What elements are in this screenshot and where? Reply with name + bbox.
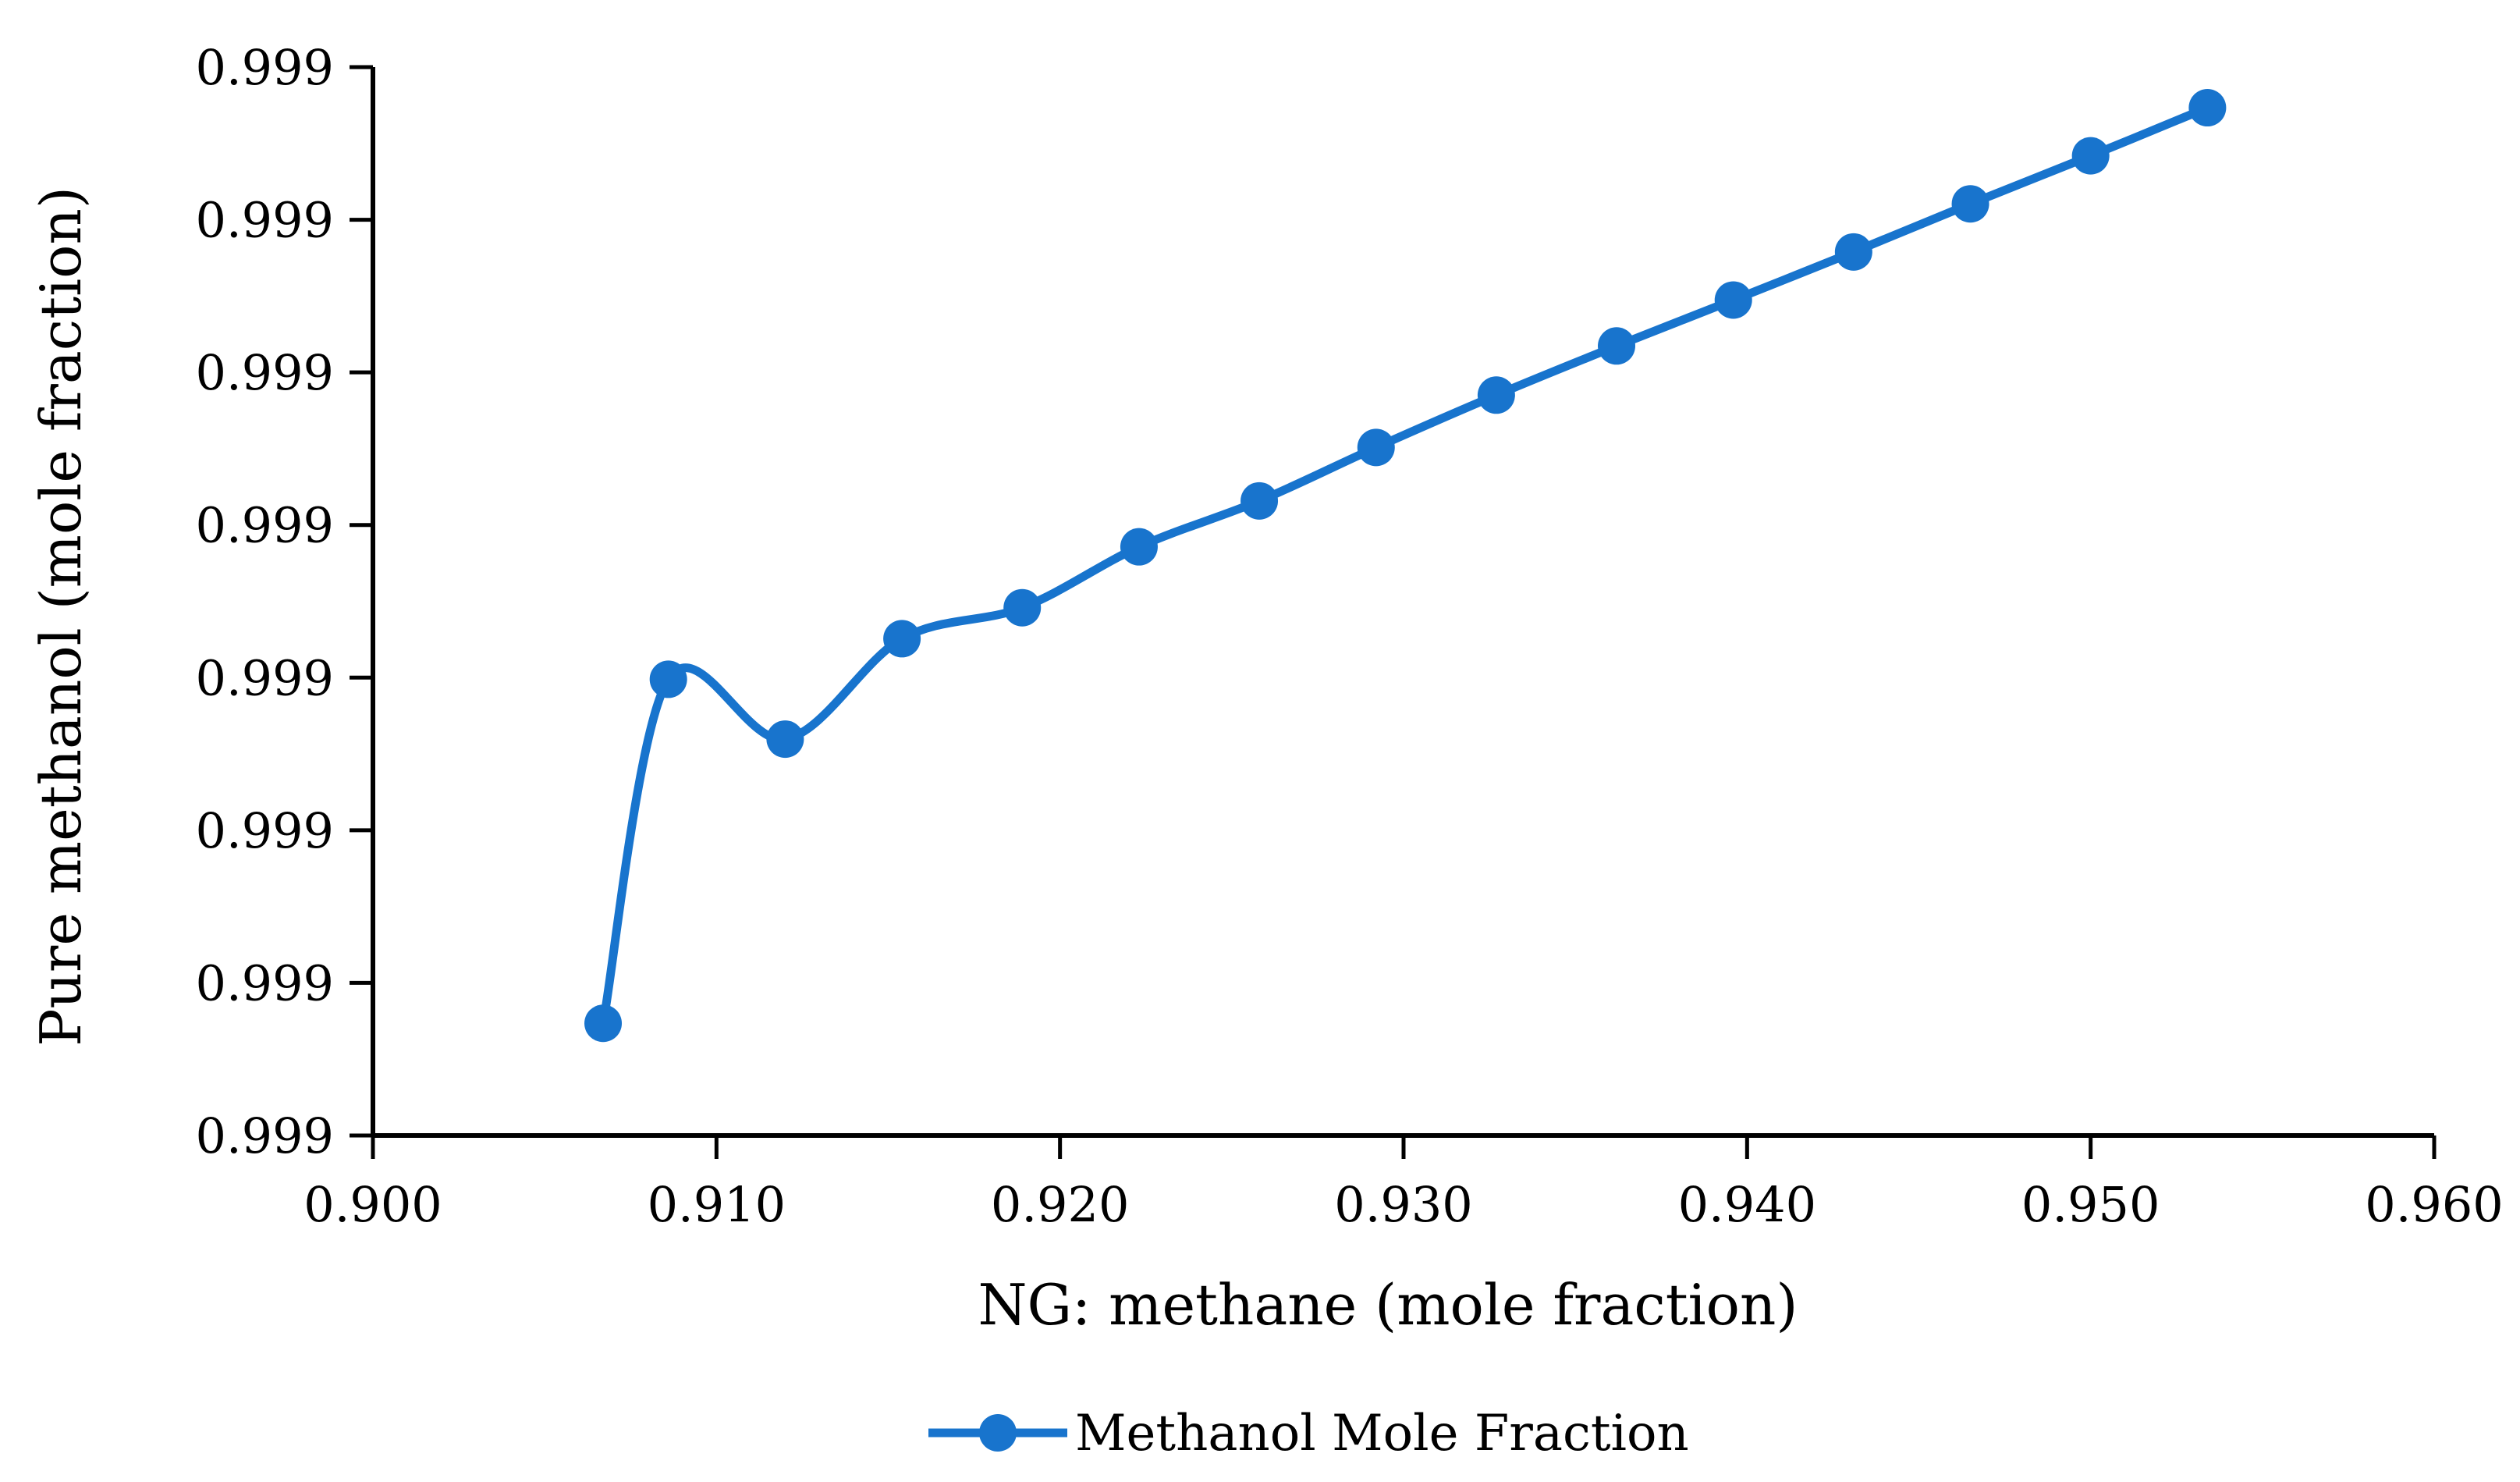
- data-point: [1240, 482, 1279, 520]
- data-point: [766, 720, 804, 759]
- y-tick-label: 0.999: [196, 39, 335, 96]
- x-tick-label: 0.920: [991, 1176, 1130, 1233]
- y-tick-label: 0.999: [196, 802, 335, 859]
- y-tick-label: 0.999: [196, 192, 335, 249]
- data-point: [2188, 89, 2227, 127]
- x-tick-label: 0.910: [648, 1176, 786, 1233]
- x-tick-label: 0.930: [1334, 1176, 1473, 1233]
- data-point: [649, 660, 687, 698]
- legend-dot-marker: [979, 1414, 1017, 1452]
- y-axis-title: Pure methanol (mole fraction): [28, 187, 94, 1047]
- x-tick-label: 0.940: [1678, 1176, 1817, 1233]
- y-axis: 0.999 0.999 0.999 0.999 0.999 0.999 0.999 0.999: [196, 39, 375, 1164]
- data-point: [1003, 588, 1042, 627]
- data-point: [1834, 233, 1872, 271]
- x-tick-label: 0.960: [2365, 1176, 2504, 1233]
- x-tick-label: 0.950: [2021, 1176, 2160, 1233]
- y-tick-label: 0.999: [196, 344, 335, 401]
- x-tick-label: 0.900: [303, 1176, 442, 1233]
- data-point: [1598, 327, 1636, 365]
- x-axis: 0.900 0.910 0.920 0.930 0.940 0.950 0.960: [303, 1133, 2504, 1233]
- data-point: [1477, 376, 1515, 414]
- data-point: [1714, 281, 1752, 319]
- legend: Methanol Mole Fraction: [928, 1405, 1689, 1462]
- data-point: [1951, 185, 1989, 223]
- data-point: [883, 620, 921, 658]
- series-line: [598, 103, 2212, 1028]
- data-point: [1120, 528, 1158, 566]
- y-tick-label: 0.999: [196, 1107, 335, 1164]
- legend-label: Methanol Mole Fraction: [1075, 1405, 1689, 1462]
- x-axis-title: NG: methane (mole fraction): [978, 1272, 1798, 1338]
- series-layer: [584, 89, 2227, 1043]
- y-tick-label: 0.999: [196, 649, 335, 706]
- data-point: [1357, 428, 1395, 467]
- y-tick-label: 0.999: [196, 954, 335, 1011]
- data-point: [2071, 137, 2110, 175]
- data-point: [584, 1004, 623, 1043]
- y-tick-label: 0.999: [196, 497, 335, 554]
